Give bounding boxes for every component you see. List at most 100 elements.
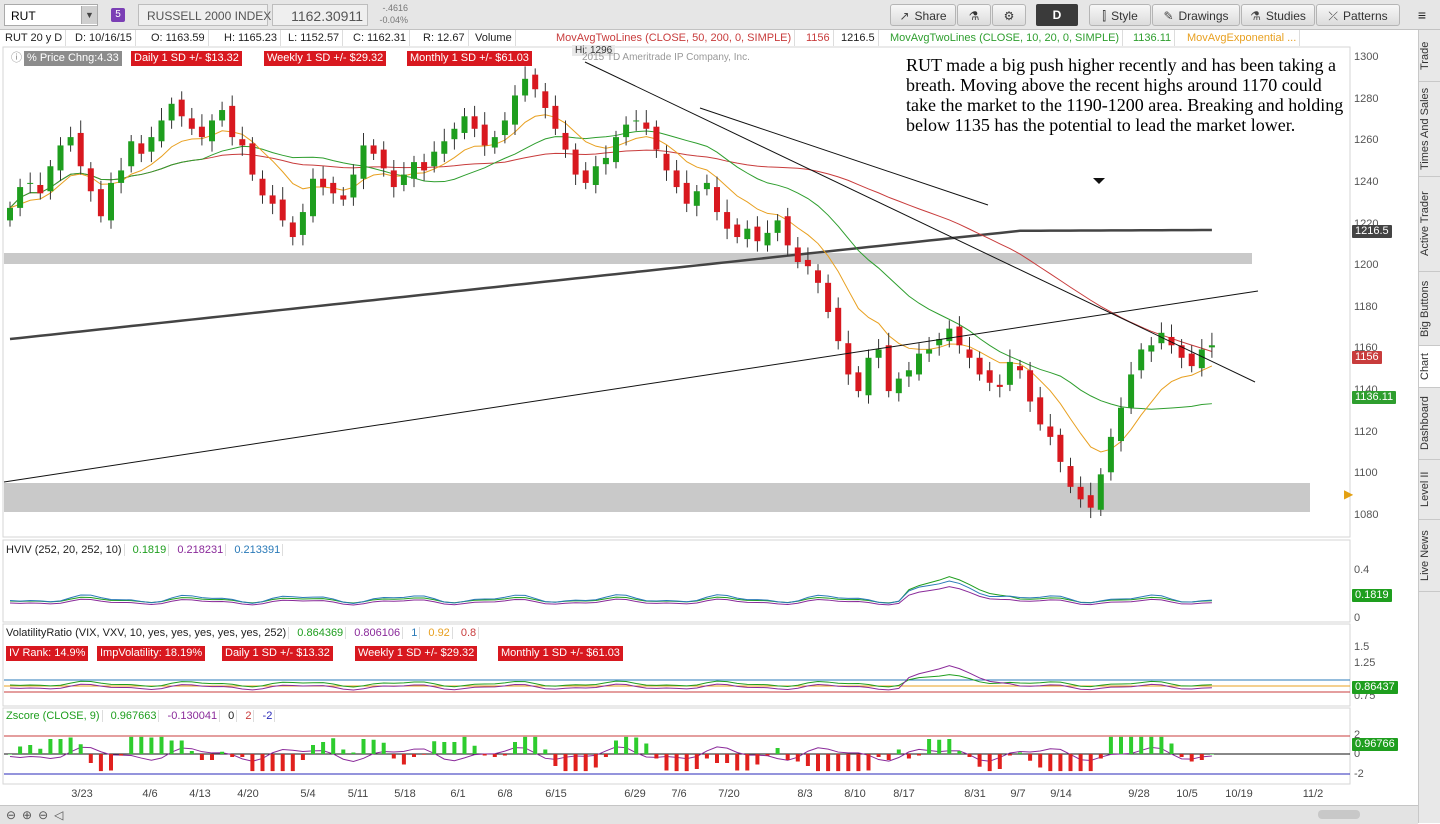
info-icon[interactable]: ⓘ [11,52,22,64]
ma-200-line [9,228,1212,341]
zscore-bar [381,742,386,754]
chart-area[interactable] [0,0,1418,786]
candle-body [643,122,650,129]
symbol-dropdown-button[interactable]: ▼ [81,6,97,24]
sidebar-tab-level-ii[interactable]: Level II [1419,460,1440,520]
scroll-thumb[interactable] [1318,810,1360,819]
zscore-bar [997,754,1002,769]
sidebar-tab-chart[interactable]: Chart [1419,346,1440,388]
zoom-icons[interactable]: ⊖⊕⊖◁ [6,808,70,822]
link-group-badge[interactable]: 5 [111,8,125,22]
price-tick: 1200 [1354,259,1379,272]
drawings-button[interactable]: ✎ Drawings [1152,4,1240,26]
sidebar-tab-big-buttons[interactable]: Big Buttons [1419,272,1440,346]
candle-body [532,74,539,90]
candle-body [1057,434,1064,462]
candle-body [1087,495,1094,508]
sidebar-tab-live-news[interactable]: Live News [1419,520,1440,592]
imp-vol-label: ImpVolatility: 18.19% [97,646,206,661]
share-button[interactable]: ↗ Share [890,4,956,26]
ema-study[interactable]: MovAvgExponential ... [1184,30,1301,46]
trendline-rising[interactable] [3,290,1259,483]
chart-annotation[interactable]: RUT made a big push higher recently and … [906,55,1344,135]
candle-body [158,120,165,142]
candle-body [1027,370,1034,402]
ma-200-value: 1216.5 [838,30,879,46]
zscore-bar [179,740,184,754]
candle-body [279,199,286,221]
drawings-label: Drawings [1178,9,1229,23]
zscore-bar [1018,752,1022,754]
zscore-bar [1007,754,1012,756]
candle-body [118,170,125,183]
candle-body [845,343,852,375]
candle-body [885,345,892,392]
zscore-bar [199,754,204,760]
candle-body [340,195,347,200]
zscore-bar [937,739,942,754]
ma-50-200-study[interactable]: MovAvgTwoLines (CLOSE, 50, 200, 0, SIMPL… [553,30,796,46]
chart-period[interactable]: RUT 20 y D [2,30,67,46]
indicator-lines [4,576,1350,775]
ma-10-20-study[interactable]: MovAvgTwoLines (CLOSE, 10, 20, 0, SIMPLE… [887,30,1124,46]
candle-body [209,120,215,142]
style-button[interactable]: ⫿ Style [1089,4,1151,26]
resistance-zone [4,253,1252,264]
studies-button[interactable]: ⚗ Studies [1241,4,1315,26]
zscore-bar [452,742,457,754]
candle-body [794,247,801,263]
candle-body [259,178,266,196]
candle-body [7,207,13,221]
settings-button[interactable]: ⚙ [992,4,1026,26]
vr-label[interactable]: VolatilityRatio (VIX, VXV, 10, yes, yes,… [4,627,290,639]
hviv-hv-line [9,576,1212,604]
patterns-button[interactable]: ⤫ Patterns [1316,4,1400,26]
flask-button[interactable]: ⚗ [957,4,991,26]
candle-body [1006,361,1013,385]
candle-body [350,174,357,198]
bar-date: D: 10/16/15 [72,30,136,46]
zscore-line [9,746,1212,762]
candle-body [693,191,700,206]
symbol-input[interactable]: RUT [4,4,98,26]
sidebar-tab-trade[interactable]: Trade [1419,30,1440,82]
zscore-label[interactable]: Zscore (CLOSE, 9) [4,710,103,722]
sidebar-tab-dashboard[interactable]: Dashboard [1419,388,1440,460]
candle-body [229,105,236,138]
hviv-pane-frame [2,539,1351,623]
date-tick: 3/23 [71,788,93,800]
study-bar: RUT 20 y D D: 10/16/15 O: 1163.59 H: 116… [0,30,1350,46]
zscore-bar [482,754,487,756]
date-tick: 11/2 [1302,788,1324,800]
aggregation-selector[interactable]: D [1036,4,1078,26]
zscore-bar [927,739,932,754]
vr-value-4: 0.92 [426,627,453,639]
trendline-falling[interactable] [584,61,1256,383]
expansion-arrow-icon[interactable]: ▶ [1344,487,1354,501]
time-scrollbar[interactable]: ⊖⊕⊖◁ [0,805,1418,824]
zscore-bar [614,740,618,754]
zscore-bar [1088,754,1093,772]
zscore-bar [593,754,598,768]
candle-body [1077,486,1084,500]
z-tick-neg2: -2 [1354,768,1364,780]
ma-20-value: 1136.11 [1130,30,1176,46]
zscore-bar [967,754,972,757]
zscore-bar [98,754,103,772]
zscore-bar [492,754,497,757]
bar-open: O: 1163.59 [148,30,209,46]
hviv-label[interactable]: HVIV (252, 20, 252, 10) [4,544,125,556]
candle-body [804,259,811,267]
zscore-bar [715,754,719,763]
candles [7,66,1215,519]
zscore-bar [836,754,841,772]
date-tick: 4/20 [237,788,259,800]
sidebar-tab-active-trader[interactable]: Active Trader [1419,177,1440,272]
menu-icon[interactable]: ≡ [1417,7,1427,23]
vr-line-2 [9,665,1212,691]
volume-study[interactable]: Volume [472,30,516,46]
trendline-short[interactable] [699,107,989,206]
zscore-bar [361,739,366,754]
sidebar-tab-times-and-sales[interactable]: Times And Sales [1419,82,1440,177]
date-tick: 4/13 [189,788,211,800]
